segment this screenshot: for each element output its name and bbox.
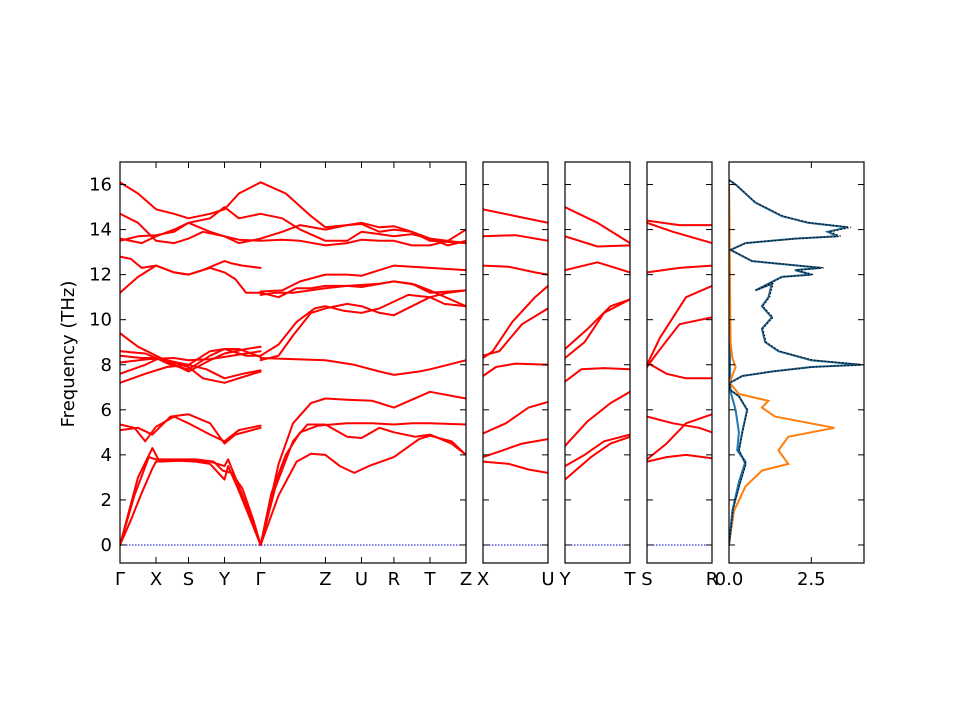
band-1-17 — [259, 296, 466, 362]
band-1-25 — [120, 206, 466, 247]
band-3-1 — [565, 435, 630, 481]
band-2-7 — [483, 264, 548, 276]
q-point-label: S — [641, 569, 652, 590]
band-2-1 — [483, 460, 548, 474]
y-tick-label: 16 — [89, 175, 112, 196]
dos-reference-dotted — [729, 179, 864, 546]
panel-frame — [564, 161, 631, 564]
band-4-9 — [647, 219, 712, 227]
band-1-16 — [259, 357, 466, 376]
y-tick-label: 2 — [101, 490, 112, 511]
band-1-8 — [259, 434, 466, 546]
q-point-label: X — [150, 569, 162, 590]
band-3-5 — [565, 298, 630, 359]
band-1-7 — [259, 423, 466, 546]
y-tick-label: 4 — [101, 445, 112, 466]
band-1-22 — [120, 264, 262, 294]
band-4-7 — [647, 264, 712, 274]
dos-panel: 0.0 2.5 — [715, 161, 865, 590]
band-1-18 — [259, 289, 466, 357]
band-1-26 — [120, 212, 466, 245]
dos-total — [729, 179, 861, 546]
band-1-5 — [120, 413, 262, 445]
band-1-4 — [120, 415, 262, 443]
dos-partial-orange — [729, 184, 835, 546]
y-tick-label: 6 — [101, 400, 112, 421]
band-2-4 — [483, 307, 548, 357]
band-4-3 — [647, 415, 712, 434]
band-4-6 — [647, 361, 712, 380]
band-1-23 — [120, 255, 262, 276]
band-1-3 — [120, 447, 262, 546]
band-2-9 — [483, 208, 548, 224]
q-point-label: Z — [460, 569, 472, 590]
q-point-label: T — [423, 569, 436, 590]
band-1-11 — [120, 357, 262, 384]
q-point-label: Y — [559, 569, 572, 590]
band-2-3 — [483, 400, 548, 435]
y-tick-label: 12 — [89, 265, 112, 286]
q-point-label: Γ — [256, 569, 266, 590]
dos-frame — [728, 161, 865, 564]
q-point-label: X — [477, 569, 489, 590]
dos-x-tick-label: 2.5 — [797, 569, 826, 590]
band-1-20 — [259, 280, 466, 308]
y-axis-label: Frequency (THz) — [58, 281, 79, 428]
q-point-label: U — [355, 569, 368, 590]
band-1-13 — [120, 348, 262, 366]
band-2-8 — [483, 234, 548, 242]
band-3-2 — [565, 433, 630, 468]
band-2-6 — [483, 362, 548, 377]
q-point-label: R — [706, 569, 719, 590]
band-3-8 — [565, 235, 630, 248]
q-point-label: R — [388, 569, 401, 590]
band-3-7 — [565, 261, 630, 274]
band-1-15 — [120, 332, 262, 373]
band-1-24 — [120, 221, 466, 247]
q-point-label: Y — [218, 569, 231, 590]
band-1-21 — [259, 264, 466, 293]
band-3-3 — [565, 390, 630, 447]
y-tick-label: 10 — [89, 310, 112, 331]
band-4-5 — [647, 284, 712, 366]
band-2-5 — [483, 284, 548, 359]
band-3-4 — [565, 367, 630, 383]
q-point-label: U — [541, 569, 554, 590]
band-1-9 — [259, 390, 466, 546]
q-point-label: Γ — [115, 569, 125, 590]
band-4-2 — [647, 413, 712, 461]
y-tick-label: 14 — [89, 220, 112, 241]
q-point-label: Z — [319, 569, 331, 590]
dos-x-tick-label: 0.0 — [715, 569, 744, 590]
panel-frame — [119, 161, 467, 564]
panel-frame — [646, 161, 713, 564]
band-1-19 — [259, 280, 466, 299]
q-point-label: S — [183, 569, 194, 590]
band-4-1 — [647, 453, 712, 463]
q-point-label: T — [624, 569, 637, 590]
band-3-6 — [565, 298, 630, 350]
band-4-4 — [647, 316, 712, 368]
band-2-2 — [483, 438, 548, 459]
panel-frame — [482, 161, 549, 564]
y-tick-label: 8 — [101, 355, 112, 376]
band-1-6 — [259, 422, 466, 546]
band-4-8 — [647, 221, 712, 245]
band-1-27 — [120, 181, 466, 245]
band-3-9 — [565, 206, 630, 245]
y-tick-label: 0 — [101, 535, 112, 556]
band-1-14 — [120, 348, 262, 371]
